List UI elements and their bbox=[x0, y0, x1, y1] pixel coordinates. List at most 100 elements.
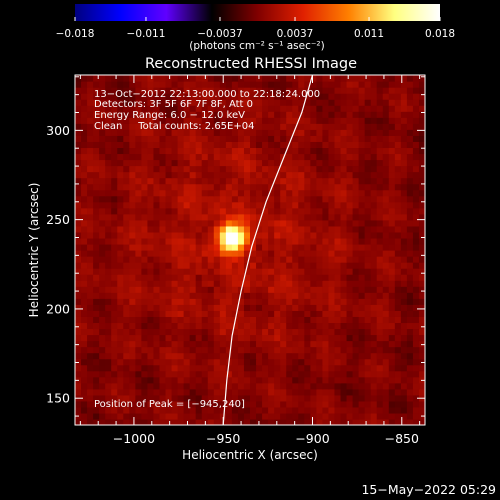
heatmap-cell bbox=[87, 370, 94, 378]
heatmap-cell bbox=[340, 189, 348, 197]
heatmap-cell bbox=[364, 256, 372, 263]
heatmap-cell bbox=[159, 183, 167, 191]
heatmap-cell bbox=[75, 195, 82, 203]
heatmap-cell bbox=[81, 334, 88, 342]
heatmap-cell bbox=[225, 394, 233, 402]
heatmap-cell bbox=[280, 87, 287, 94]
heatmap-cell bbox=[376, 207, 384, 215]
heatmap-cell bbox=[171, 418, 179, 425]
heatmap-cell bbox=[358, 135, 366, 142]
heatmap-cell bbox=[310, 129, 317, 136]
heatmap-cell bbox=[346, 183, 354, 191]
heatmap-cell bbox=[87, 400, 94, 408]
heatmap-cell bbox=[165, 159, 173, 167]
heatmap-cell bbox=[268, 231, 275, 239]
heatmap-cell bbox=[268, 189, 275, 197]
heatmap-cell bbox=[177, 406, 185, 414]
heatmap-cell bbox=[394, 231, 402, 239]
heatmap-cell bbox=[370, 262, 378, 269]
heatmap-cell bbox=[189, 274, 197, 281]
heatmap-cell bbox=[171, 370, 179, 378]
heatmap-cell bbox=[274, 135, 281, 142]
heatmap-cell bbox=[400, 388, 408, 396]
heatmap-cell bbox=[117, 394, 124, 402]
heatmap-cell bbox=[213, 406, 221, 414]
heatmap-cell bbox=[243, 250, 251, 257]
heatmap-cell bbox=[262, 129, 269, 136]
heatmap-cell bbox=[201, 310, 209, 317]
heatmap-cell bbox=[93, 159, 100, 167]
heatmap-cell bbox=[219, 225, 227, 233]
heatmap-cell bbox=[195, 292, 203, 299]
heatmap-cell bbox=[171, 183, 179, 191]
heatmap-cell bbox=[141, 123, 149, 130]
heatmap-cell bbox=[280, 111, 287, 118]
heatmap-cell bbox=[99, 141, 106, 149]
heatmap-cell bbox=[256, 153, 263, 161]
heatmap-cell bbox=[177, 280, 185, 287]
heatmap-cell bbox=[123, 364, 130, 372]
heatmap-cell bbox=[304, 237, 311, 245]
heatmap-cell bbox=[171, 123, 179, 130]
heatmap-cell bbox=[376, 334, 384, 342]
heatmap-cell bbox=[189, 225, 197, 233]
heatmap-cell bbox=[105, 292, 112, 299]
heatmap-cell bbox=[159, 123, 167, 130]
heatmap-cell bbox=[406, 183, 414, 191]
heatmap-cell bbox=[159, 231, 167, 239]
heatmap-cell bbox=[141, 334, 149, 342]
heatmap-cell bbox=[213, 262, 221, 269]
heatmap-cell bbox=[418, 123, 425, 130]
heatmap-cell bbox=[394, 219, 402, 227]
heatmap-cell bbox=[358, 418, 366, 425]
heatmap-cell bbox=[183, 75, 191, 82]
heatmap-cell bbox=[99, 310, 106, 317]
heatmap-cell bbox=[81, 394, 88, 402]
heatmap-cell bbox=[141, 418, 149, 425]
heatmap-cell bbox=[406, 195, 414, 203]
heatmap-cell bbox=[87, 123, 94, 130]
heatmap-cell bbox=[322, 87, 330, 94]
heatmap-cell bbox=[316, 364, 324, 372]
heatmap-cell bbox=[370, 177, 378, 185]
heatmap-cell bbox=[400, 400, 408, 408]
heatmap-cell bbox=[153, 340, 161, 348]
heatmap-cell bbox=[268, 394, 275, 402]
heatmap-cell bbox=[274, 87, 281, 94]
heatmap-cell bbox=[328, 75, 336, 82]
heatmap-cell bbox=[159, 171, 167, 179]
heatmap-cell bbox=[322, 280, 330, 287]
heatmap-cell bbox=[147, 328, 155, 336]
heatmap-cell bbox=[105, 177, 112, 185]
heatmap-cell bbox=[250, 256, 257, 263]
heatmap-cell bbox=[105, 358, 112, 366]
heatmap-cell bbox=[280, 207, 287, 215]
heatmap-cell bbox=[135, 262, 142, 269]
heatmap-cell bbox=[147, 286, 155, 293]
heatmap-cell bbox=[177, 268, 185, 275]
heatmap-cell bbox=[207, 237, 215, 245]
heatmap-cell bbox=[81, 93, 88, 100]
heatmap-cell bbox=[153, 364, 161, 372]
heatmap-cell bbox=[352, 99, 360, 106]
heatmap-cell bbox=[243, 99, 251, 106]
heatmap-cell bbox=[177, 135, 185, 142]
heatmap-cell bbox=[274, 147, 281, 155]
heatmap-cell bbox=[340, 81, 348, 88]
heatmap-cell bbox=[400, 340, 408, 348]
heatmap-cell bbox=[159, 298, 167, 305]
heatmap-cell bbox=[171, 310, 179, 317]
heatmap-cell bbox=[93, 412, 100, 420]
heatmap-cell bbox=[105, 310, 112, 317]
heatmap-cell bbox=[406, 87, 414, 94]
heatmap-cell bbox=[171, 352, 179, 360]
heatmap-cell bbox=[171, 93, 179, 100]
heatmap-cell bbox=[268, 129, 275, 136]
heatmap-cell bbox=[177, 123, 185, 130]
heatmap-cell bbox=[310, 147, 317, 155]
heatmap-cell bbox=[189, 262, 197, 269]
heatmap-cell bbox=[382, 207, 390, 215]
heatmap-cell bbox=[262, 304, 269, 311]
heatmap-cell bbox=[165, 111, 173, 118]
heatmap-cell bbox=[195, 250, 203, 257]
